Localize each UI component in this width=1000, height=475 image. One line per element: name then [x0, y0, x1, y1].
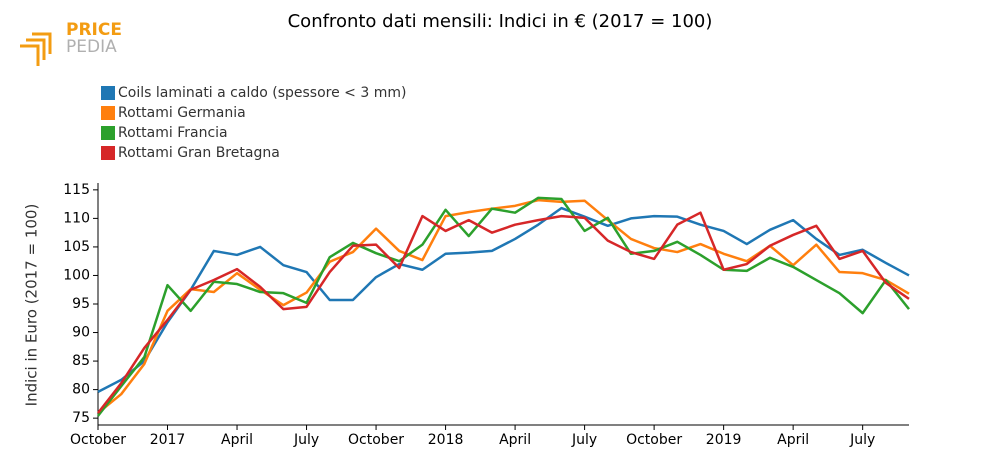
- x-tick-label: October: [348, 432, 404, 448]
- legend-label: Coils laminati a caldo (spessore < 3 mm): [118, 85, 406, 101]
- x-tick-label: July: [293, 432, 319, 448]
- x-tick-label: October: [70, 432, 126, 448]
- logo: PRICE PEDIA: [20, 20, 122, 66]
- y-tick-label: 95: [72, 296, 90, 312]
- legend-label: Rottami Gran Bretagna: [118, 145, 280, 161]
- y-tick-label: 115: [63, 182, 90, 198]
- x-tick-label: October: [626, 432, 682, 448]
- y-tick-label: 100: [63, 267, 90, 283]
- y-tick-label: 105: [63, 239, 90, 255]
- x-tick-label: April: [221, 432, 253, 448]
- legend-label: Rottami Germania: [118, 105, 246, 121]
- series-line: [97, 196, 910, 417]
- x-tick-label: July: [571, 432, 597, 448]
- legend-swatch: [101, 146, 115, 160]
- legend-swatch: [101, 106, 115, 120]
- x-tick-label: July: [849, 432, 875, 448]
- logo-bottom: PEDIA: [66, 37, 117, 57]
- legend-swatch: [101, 86, 115, 100]
- x-tick-label: 2018: [428, 432, 464, 448]
- y-tick-label: 110: [63, 210, 90, 226]
- y-tick-label: 75: [72, 410, 90, 426]
- logo-icon: [20, 32, 52, 66]
- y-tick-label: 90: [72, 325, 90, 341]
- chart-title: Confronto dati mensili: Indici in € (201…: [288, 11, 713, 32]
- x-tick-label: 2019: [706, 432, 742, 448]
- logo-top: PRICE: [66, 20, 122, 40]
- x-tick-label: 2017: [150, 432, 186, 448]
- y-axis-label: Indici in Euro (2017 = 100): [23, 204, 41, 407]
- series-line: [97, 206, 910, 394]
- series-line: [97, 211, 910, 414]
- y-tick-label: 80: [72, 382, 90, 398]
- x-tick-label: April: [777, 432, 809, 448]
- legend-label: Rottami Francia: [118, 125, 228, 141]
- legend-swatch: [101, 126, 115, 140]
- series-line: [97, 198, 910, 414]
- y-tick-label: 85: [72, 353, 90, 369]
- x-tick-label: April: [499, 432, 531, 448]
